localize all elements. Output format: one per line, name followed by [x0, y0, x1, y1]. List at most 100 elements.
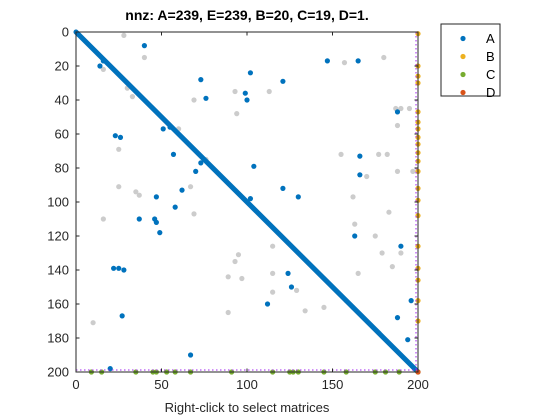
- legend-marker-c: [460, 71, 466, 78]
- series-e-point: [225, 274, 231, 280]
- y-tick-label: 140: [47, 263, 69, 278]
- series-a-point: [203, 95, 209, 101]
- y-tick-label: 60: [55, 127, 69, 142]
- series-a-point: [141, 43, 147, 49]
- series-a-point: [187, 352, 194, 358]
- series-a-point: [295, 194, 301, 200]
- series-e-point: [394, 168, 401, 174]
- series-e-point: [394, 122, 401, 129]
- series-e-point: [338, 151, 344, 157]
- x-tick-label: 50: [154, 377, 168, 392]
- series-e-point: [293, 287, 300, 293]
- legend-label-b: B: [486, 49, 495, 64]
- series-e-point: [384, 151, 390, 157]
- series-a-point: [285, 270, 291, 276]
- legend-label-a: A: [486, 31, 495, 46]
- y-tick-label: 100: [47, 195, 69, 210]
- series-e-point: [187, 184, 194, 190]
- y-tick-label: 200: [47, 365, 69, 380]
- series-a-point: [117, 134, 124, 140]
- series-e-point: [389, 264, 395, 270]
- series-a-point: [357, 172, 363, 178]
- series-a-point: [405, 337, 411, 343]
- series-e-point: [232, 88, 238, 95]
- series-a-point: [153, 194, 159, 200]
- series-a-point: [97, 63, 103, 69]
- legend-box: [440, 23, 501, 97]
- series-a-point: [408, 298, 414, 304]
- series-e-point: [372, 233, 378, 239]
- series-a-point: [355, 58, 361, 64]
- series-a-point: [167, 124, 173, 130]
- legend-label-d: D: [486, 85, 495, 100]
- y-tick-label: 80: [55, 161, 69, 176]
- series-e-point: [90, 320, 96, 326]
- series-a-point: [160, 126, 166, 132]
- series-a-point: [112, 133, 118, 139]
- series-e-point: [398, 105, 404, 112]
- legend-marker-d: [460, 89, 466, 96]
- series-e-point: [352, 221, 358, 227]
- series-a-point: [352, 233, 358, 239]
- chart-title: nnz: A=239, E=239, B=20, C=19, D=1.: [125, 7, 368, 23]
- series-e-point: [350, 194, 356, 200]
- series-e-point: [364, 173, 370, 180]
- series-a-point: [111, 265, 117, 271]
- legend-marker-b: [460, 53, 466, 60]
- series-a-point: [121, 267, 127, 273]
- series-a-point: [193, 168, 199, 174]
- series-e-point: [133, 189, 139, 195]
- series-a-point: [280, 185, 286, 191]
- series-e-point: [129, 94, 136, 100]
- legend-marker-a: [460, 35, 466, 42]
- series-a-point: [357, 153, 363, 159]
- series-a-point: [394, 315, 401, 321]
- series-e-point: [191, 211, 197, 217]
- series-a-point: [247, 70, 254, 76]
- series-e-point: [234, 111, 240, 117]
- legend-label-c: C: [486, 67, 495, 82]
- series-e-point: [410, 168, 416, 174]
- series-a-point: [153, 219, 159, 225]
- series-e-point: [121, 32, 127, 39]
- series-a-diagonal: [73, 29, 421, 375]
- y-tick-label: 0: [62, 25, 69, 40]
- series-e-point: [321, 304, 327, 310]
- series-a-point: [157, 230, 163, 236]
- y-tick-label: 40: [55, 93, 69, 108]
- series-e-point: [232, 258, 238, 265]
- series-a-point: [242, 90, 248, 96]
- series-e-point: [341, 60, 348, 66]
- series-e-point: [381, 54, 387, 61]
- series-e-point: [235, 252, 242, 258]
- series-e-point: [406, 105, 413, 112]
- series-a-point: [136, 216, 142, 222]
- series-e-point: [355, 270, 361, 276]
- x-tick-label: 150: [322, 377, 344, 392]
- series-e-point: [136, 192, 142, 198]
- series-a-point: [119, 313, 125, 319]
- series-a-point: [247, 196, 254, 202]
- series-e-point: [376, 151, 382, 157]
- series-a-point: [394, 109, 401, 115]
- series-e-point: [386, 209, 392, 215]
- series-e-point: [266, 88, 272, 95]
- series-a-point: [288, 284, 295, 290]
- series-e-point: [100, 66, 106, 72]
- series-e-point: [398, 250, 404, 256]
- x-tick-label: 200: [407, 377, 429, 392]
- series-a-point: [100, 58, 106, 64]
- series-a-point: [244, 97, 250, 103]
- series-e-point: [116, 184, 122, 190]
- series-e-point: [302, 308, 308, 314]
- x-axis-label: Right-click to select matrices: [165, 400, 330, 415]
- series-a-point: [251, 163, 257, 169]
- series-a-point: [116, 265, 122, 271]
- series-a-point: [179, 187, 185, 193]
- series-e-point: [191, 97, 197, 103]
- series-e-point: [225, 309, 231, 316]
